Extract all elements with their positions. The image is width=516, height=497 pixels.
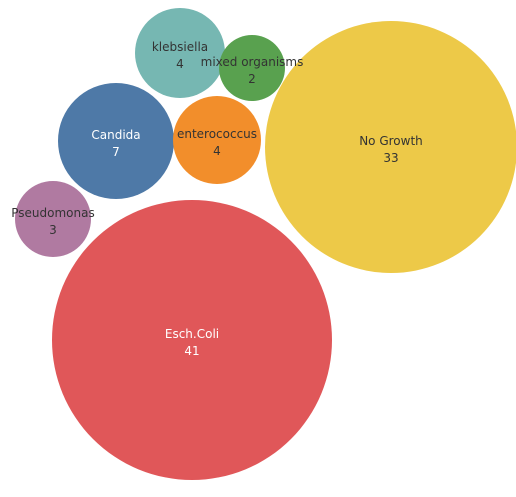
bubble-label-pseudomonas: Pseudomonas — [11, 206, 94, 220]
bubble-value-klebsiella: 4 — [176, 57, 184, 71]
bubble-enterococcus[interactable] — [173, 96, 261, 184]
bubble-label-enterococcus: enterococcus — [177, 127, 257, 141]
bubble-klebsiella[interactable] — [135, 8, 225, 98]
bubble-label-esch-coli: Esch.Coli — [165, 327, 219, 341]
bubble-label-mixed-organisms: mixed organisms — [201, 55, 304, 69]
bubble-mixed-organisms[interactable] — [219, 35, 285, 101]
bubble-candida[interactable] — [58, 83, 174, 199]
bubble-value-pseudomonas: 3 — [49, 223, 57, 237]
bubble-value-no-growth: 33 — [383, 151, 398, 165]
bubble-label-candida: Candida — [91, 128, 140, 142]
bubble-esch-coli[interactable] — [52, 200, 332, 480]
bubble-value-mixed-organisms: 2 — [248, 72, 256, 86]
bubble-no-growth[interactable] — [265, 21, 516, 273]
bubble-label-no-growth: No Growth — [359, 134, 423, 148]
bubble-label-klebsiella: klebsiella — [152, 40, 208, 54]
bubble-pseudomonas[interactable] — [15, 181, 91, 257]
bubble-value-enterococcus: 4 — [213, 144, 221, 158]
bubble-value-esch-coli: 41 — [184, 344, 199, 358]
bubble-value-candida: 7 — [112, 145, 120, 159]
